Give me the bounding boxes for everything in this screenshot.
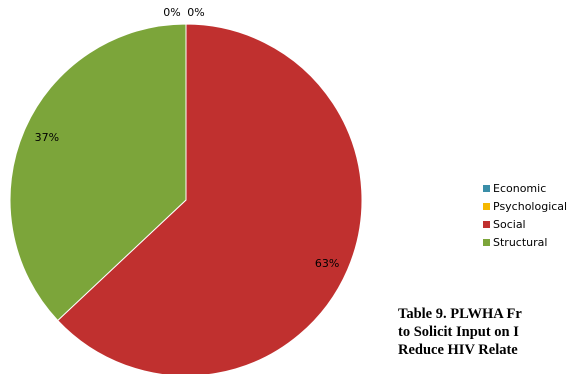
legend-swatch-structural: [483, 238, 490, 246]
table-caption: Table 9. PLWHA Fr to Solicit Input on I …: [398, 305, 579, 359]
data-label-economic: 0%: [163, 6, 180, 19]
caption-line-3: Reduce HIV Relate: [398, 342, 518, 358]
legend-swatch-social: [483, 220, 490, 228]
data-label-psychological: 0%: [187, 6, 204, 19]
legend-label-social: Social: [493, 217, 526, 231]
data-label-structural: 37%: [35, 131, 59, 144]
legend-item-social: Social: [483, 215, 567, 233]
legend-item-psychological: Psychological: [483, 197, 567, 215]
legend-label-economic: Economic: [493, 181, 547, 195]
legend-item-structural: Structural: [483, 233, 567, 251]
legend-label-psychological: Psychological: [493, 199, 568, 213]
caption-line-1: Table 9. PLWHA Fr: [398, 306, 522, 322]
pie-slice-structural: [9, 23, 187, 322]
legend: Economic Psychological Social Structural: [483, 179, 567, 251]
legend-label-structural: Structural: [493, 235, 548, 249]
caption-line-2: to Solicit Input on I: [398, 324, 519, 340]
legend-swatch-economic: [483, 184, 490, 192]
pie-slice-social: [56, 23, 363, 374]
legend-swatch-psychological: [483, 202, 490, 210]
data-label-social: 63%: [315, 257, 339, 270]
legend-item-economic: Economic: [483, 179, 567, 197]
